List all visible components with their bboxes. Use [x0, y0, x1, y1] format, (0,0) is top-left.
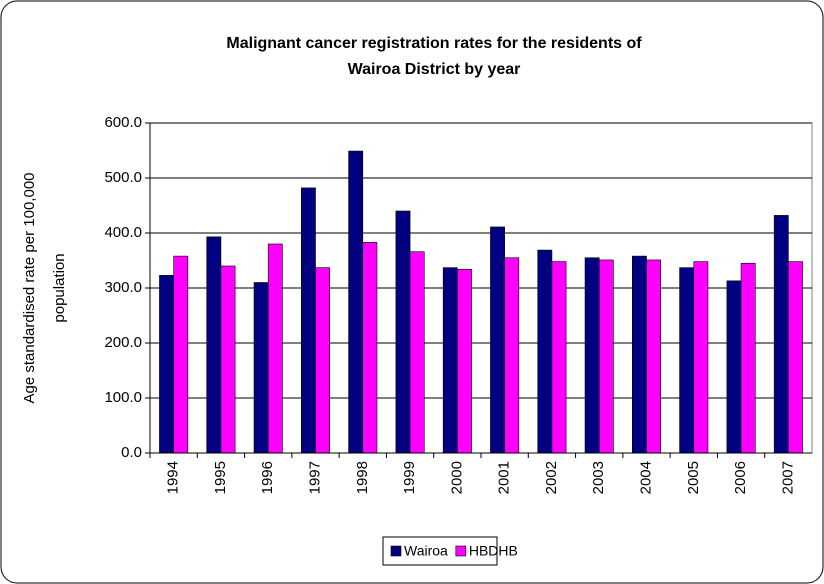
bar [173, 255, 189, 454]
bar [490, 226, 505, 454]
bar [632, 255, 647, 454]
bar [551, 261, 567, 454]
bar [267, 243, 283, 454]
legend-swatch [390, 545, 402, 557]
y-tick-label: 400.0 [104, 224, 142, 241]
x-tick-label: 2004 [637, 461, 654, 494]
x-tick-label: 1997 [306, 461, 323, 494]
y-tick-label: 100.0 [104, 389, 142, 406]
bar [159, 275, 174, 454]
y-tick-label: 200.0 [104, 334, 142, 351]
bar [646, 259, 661, 454]
y-tick-label: 600.0 [104, 114, 142, 131]
bar [740, 262, 756, 454]
bar [315, 267, 330, 454]
bar [409, 251, 425, 454]
bar [584, 257, 600, 454]
bar [598, 259, 614, 454]
x-tick-label: 2007 [779, 461, 796, 494]
bar [301, 187, 316, 454]
bar [537, 249, 553, 454]
x-tick-label: 2005 [685, 461, 702, 494]
x-tick-label: 1999 [401, 461, 418, 494]
bar [442, 267, 458, 454]
bar [348, 150, 364, 454]
x-tick-label: 2002 [543, 461, 560, 494]
chart-title: Wairoa District by year [348, 61, 521, 78]
x-tick-label: 1998 [354, 461, 371, 494]
legend-label: Wairoa [404, 543, 448, 559]
legend-box [382, 536, 498, 566]
bar [726, 280, 742, 454]
bar [679, 267, 695, 454]
bar [693, 261, 709, 454]
bar [457, 268, 472, 454]
bar [206, 236, 222, 454]
x-tick-label: 2001 [496, 461, 513, 494]
bar [788, 261, 803, 454]
y-axis-label: population [51, 253, 68, 322]
bar [220, 265, 236, 454]
x-tick-label: 2000 [448, 461, 465, 494]
y-tick-label: 500.0 [104, 169, 142, 186]
x-tick-label: 2006 [732, 461, 749, 494]
bar [253, 282, 269, 454]
y-tick-label: 0.0 [121, 444, 142, 461]
legend-label: HBDHB [469, 543, 518, 559]
y-tick-label: 300.0 [104, 279, 142, 296]
x-tick-label: 1995 [212, 461, 229, 494]
bar [773, 215, 789, 454]
y-axis-label-group: Age standardised rate per 100,000 popula… [21, 173, 68, 404]
x-tick-label: 2003 [590, 461, 607, 494]
x-tick-label: 1996 [259, 461, 276, 494]
y-axis-label: Age standardised rate per 100,000 [21, 173, 38, 404]
bar [362, 242, 378, 454]
bar [395, 210, 411, 454]
bar [504, 257, 520, 454]
legend-swatch [455, 545, 467, 557]
chart-title: Malignant cancer registration rates for … [226, 35, 642, 52]
x-tick-label: 1994 [165, 461, 182, 494]
